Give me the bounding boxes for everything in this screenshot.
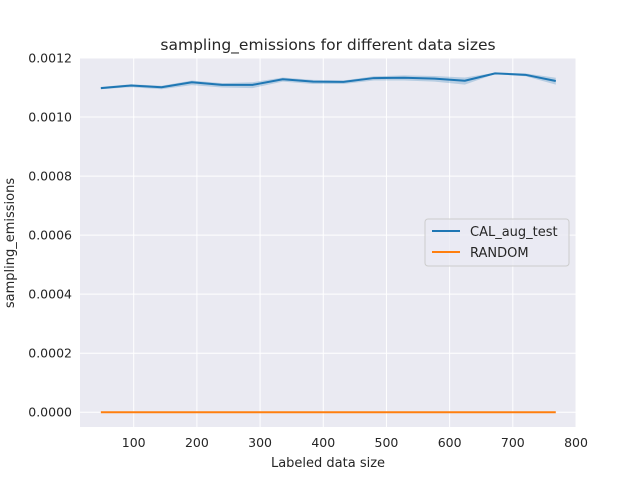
legend-label-cal-aug-test: CAL_aug_test: [470, 225, 558, 240]
y-tick-label: 0.0004: [28, 287, 72, 302]
y-axis-label: sampling_emissions: [3, 178, 18, 308]
legend-label-random: RANDOM: [470, 246, 529, 261]
x-tick-label: 700: [501, 435, 525, 450]
x-tick-labels: 100 200 300 400 500 600 700 800: [122, 435, 588, 450]
legend: CAL_aug_test RANDOM: [424, 218, 570, 267]
x-tick-label: 100: [122, 435, 146, 450]
y-tick-label: 0.0010: [28, 110, 72, 125]
chart-title: sampling_emissions for different data si…: [160, 36, 495, 55]
x-axis-label: Labeled data size: [271, 456, 385, 471]
x-tick-label: 300: [248, 435, 272, 450]
y-tick-label: 0.0000: [28, 405, 72, 420]
x-tick-label: 800: [564, 435, 588, 450]
x-tick-label: 600: [438, 435, 462, 450]
y-tick-label: 0.0012: [28, 51, 72, 66]
y-tick-labels: 0.0000 0.0002 0.0004 0.0006 0.0008 0.0010 0.00…: [28, 51, 72, 420]
y-tick-label: 0.0006: [28, 228, 72, 243]
y-tick-label: 0.0008: [28, 169, 72, 184]
x-tick-label: 500: [375, 435, 399, 450]
y-tick-label: 0.0002: [28, 346, 72, 361]
series-lines: [100, 72, 556, 414]
legend-box: [424, 218, 570, 267]
x-tick-label: 200: [185, 435, 209, 450]
x-tick-label: 400: [311, 435, 335, 450]
series-line-cal-aug-test: [100, 72, 556, 90]
